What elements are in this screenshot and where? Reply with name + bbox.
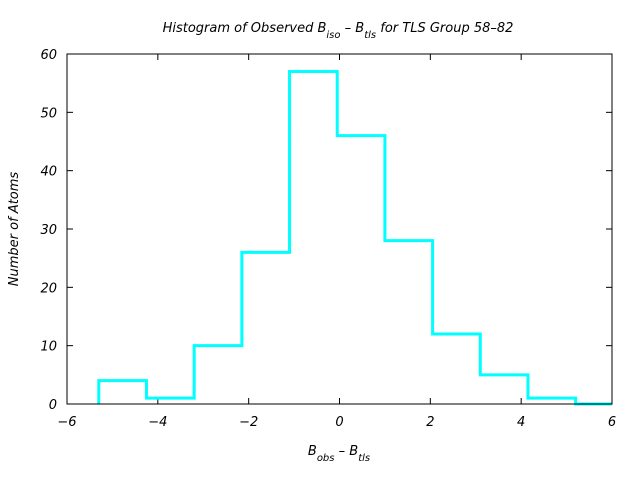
x-tick-label-3: 0 bbox=[335, 415, 343, 430]
histogram-step-line bbox=[97, 70, 612, 406]
x-tick-label-5: 4 bbox=[517, 415, 525, 430]
xlabel-prefix: B bbox=[308, 444, 317, 459]
title-mid: – B bbox=[341, 21, 365, 36]
axis-ticks bbox=[66, 53, 613, 405]
x-axis-label: Bobs – Btls bbox=[308, 444, 370, 464]
y-tick-label-2: 20 bbox=[40, 281, 57, 296]
x-tick-label-2: −2 bbox=[239, 415, 258, 430]
y-tick-label-1: 10 bbox=[40, 340, 57, 355]
x-tick-label-4: 2 bbox=[426, 415, 434, 430]
xlabel-mid: – B bbox=[335, 444, 359, 459]
y-tick-label-6: 60 bbox=[40, 48, 57, 63]
title-sub2: tls bbox=[364, 30, 376, 41]
plot-frame bbox=[66, 53, 613, 405]
xlabel-sub2: tls bbox=[358, 453, 370, 464]
y-tick-label-5: 50 bbox=[40, 106, 57, 121]
x-tick-label-6: 6 bbox=[608, 415, 616, 430]
title-suffix: for TLS Group 58–82 bbox=[376, 21, 513, 36]
chart-title: Histogram of Observed Biso – Btls for TL… bbox=[163, 21, 514, 41]
title-prefix: Histogram of Observed B bbox=[163, 21, 327, 36]
y-tick-label-0: 0 bbox=[49, 398, 57, 413]
title-sub1: iso bbox=[326, 30, 340, 41]
xlabel-sub1: obs bbox=[317, 453, 335, 464]
y-axis-label: Number of Atoms bbox=[7, 172, 22, 287]
x-tick-label-0: −6 bbox=[57, 415, 76, 430]
y-tick-label-3: 30 bbox=[40, 223, 57, 238]
y-tick-label-4: 40 bbox=[40, 165, 57, 180]
x-tick-label-1: −4 bbox=[148, 415, 167, 430]
